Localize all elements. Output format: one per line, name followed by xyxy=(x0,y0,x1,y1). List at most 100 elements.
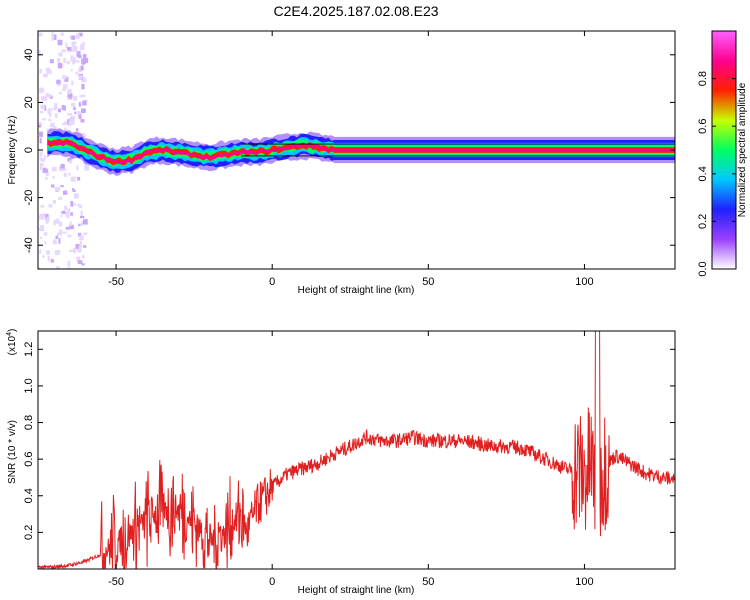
noise-pixel xyxy=(83,245,87,248)
noise-pixel xyxy=(73,42,77,45)
noise-pixel xyxy=(45,168,49,173)
noise-pixel xyxy=(61,49,66,53)
noise-pixel xyxy=(73,248,77,254)
noise-pixel xyxy=(49,112,52,118)
noise-pixel xyxy=(80,44,85,50)
colorbar-gradient xyxy=(712,31,736,269)
noise-pixel xyxy=(81,263,85,266)
noise-pixel xyxy=(38,124,42,128)
noise-pixel xyxy=(83,78,87,82)
noise-pixel xyxy=(74,111,77,115)
noise-pixel xyxy=(73,203,77,206)
noise-pixel xyxy=(73,96,78,101)
noise-pixel xyxy=(69,118,75,125)
noise-pixel xyxy=(80,108,86,114)
noise-pixel xyxy=(69,160,73,164)
colorbar-tick-label: 0.4 xyxy=(697,166,709,181)
noise-pixel xyxy=(69,35,72,39)
noise-pixel xyxy=(50,108,53,111)
noise-pixel xyxy=(61,75,67,80)
noise-pixel xyxy=(39,162,44,167)
noise-pixel xyxy=(71,57,76,63)
noise-pixel xyxy=(77,203,80,207)
noise-pixel xyxy=(79,66,83,72)
noise-pixel xyxy=(64,205,68,210)
noise-pixel xyxy=(78,68,81,73)
noise-pixel xyxy=(39,68,43,74)
noise-pixel xyxy=(82,41,85,45)
noise-pixel xyxy=(60,163,65,169)
noise-pixel xyxy=(58,229,63,234)
noise-pixel xyxy=(38,49,41,55)
noise-pixel xyxy=(63,121,68,126)
noise-pixel xyxy=(78,32,83,37)
noise-pixel xyxy=(71,41,76,47)
figure-title: C2E4.2025.187.02.08.E23 xyxy=(273,3,438,19)
noise-pixel xyxy=(77,110,81,115)
noise-pixel xyxy=(82,61,85,65)
noise-pixel xyxy=(52,176,55,179)
noise-pixel xyxy=(78,232,82,237)
y-tick-label: 1.0 xyxy=(23,378,35,393)
colorbar-label: Normalized spectral amplitude xyxy=(737,82,748,217)
spectrogram-panel: -50 0 50 100 -40 -20 0 20 40 Height of straight… xyxy=(7,30,676,296)
noise-pixel xyxy=(75,71,78,75)
noise-pixel xyxy=(68,172,71,176)
noise-pixel xyxy=(82,100,87,106)
noise-pixel xyxy=(56,57,61,63)
noise-pixel xyxy=(67,208,71,213)
noise-pixel xyxy=(60,215,63,218)
noise-pixel xyxy=(73,193,79,199)
noise-pixel xyxy=(66,267,71,269)
noise-pixel xyxy=(38,122,43,127)
noise-pixel xyxy=(64,76,69,82)
noise-pixel xyxy=(70,212,73,216)
noise-pixel xyxy=(81,83,85,90)
y-tick-label: -40 xyxy=(23,237,35,253)
noise-pixel xyxy=(54,103,58,110)
noise-pixel xyxy=(79,240,82,247)
spectrogram-x-ticks: -50 0 50 100 xyxy=(108,31,594,288)
noise-pixel xyxy=(56,79,61,85)
noise-pixel xyxy=(77,176,81,181)
noise-pixel xyxy=(81,133,85,137)
noise-pixel xyxy=(47,255,50,262)
y-tick-label: 0 xyxy=(23,147,35,153)
noise-pixel xyxy=(39,151,43,157)
noise-pixel xyxy=(52,239,57,245)
colorbar-frame xyxy=(711,30,737,270)
noise-pixel xyxy=(81,221,84,226)
noise-pixel xyxy=(68,120,72,127)
noise-pixel xyxy=(45,250,50,255)
noise-pixel xyxy=(57,196,63,200)
noise-pixel xyxy=(58,221,63,227)
noise-pixel xyxy=(67,234,72,238)
noise-pixel xyxy=(40,158,46,162)
noise-pixel xyxy=(63,172,67,178)
colorbar-tick-label: 0.6 xyxy=(697,119,709,134)
y-tick-label: 0.4 xyxy=(23,488,35,503)
noise-pixel xyxy=(48,119,52,122)
noise-pixel xyxy=(49,122,55,128)
noise-pixel xyxy=(42,167,47,173)
noise-pixel xyxy=(65,211,70,217)
noise-pixel xyxy=(67,49,73,53)
noise-pixel xyxy=(76,256,81,262)
noise-pixel xyxy=(62,231,67,234)
y-tick-label: 20 xyxy=(23,96,35,108)
spectrogram-x-label: Height of straight line (km) xyxy=(298,285,415,296)
ridge-band xyxy=(47,140,675,165)
noise-pixel xyxy=(46,216,50,222)
x-tick-label: 100 xyxy=(575,276,593,288)
noise-pixel xyxy=(63,84,68,89)
x-tick-label: -50 xyxy=(108,276,124,288)
noise-pixel xyxy=(49,59,54,64)
noise-pixel xyxy=(67,93,71,100)
noise-pixel xyxy=(43,232,48,236)
noise-pixel xyxy=(50,259,54,263)
noise-pixel xyxy=(80,210,83,217)
noise-pixel xyxy=(57,108,61,113)
noise-pixel xyxy=(65,42,68,48)
y-tick-label: 40 xyxy=(23,49,35,61)
